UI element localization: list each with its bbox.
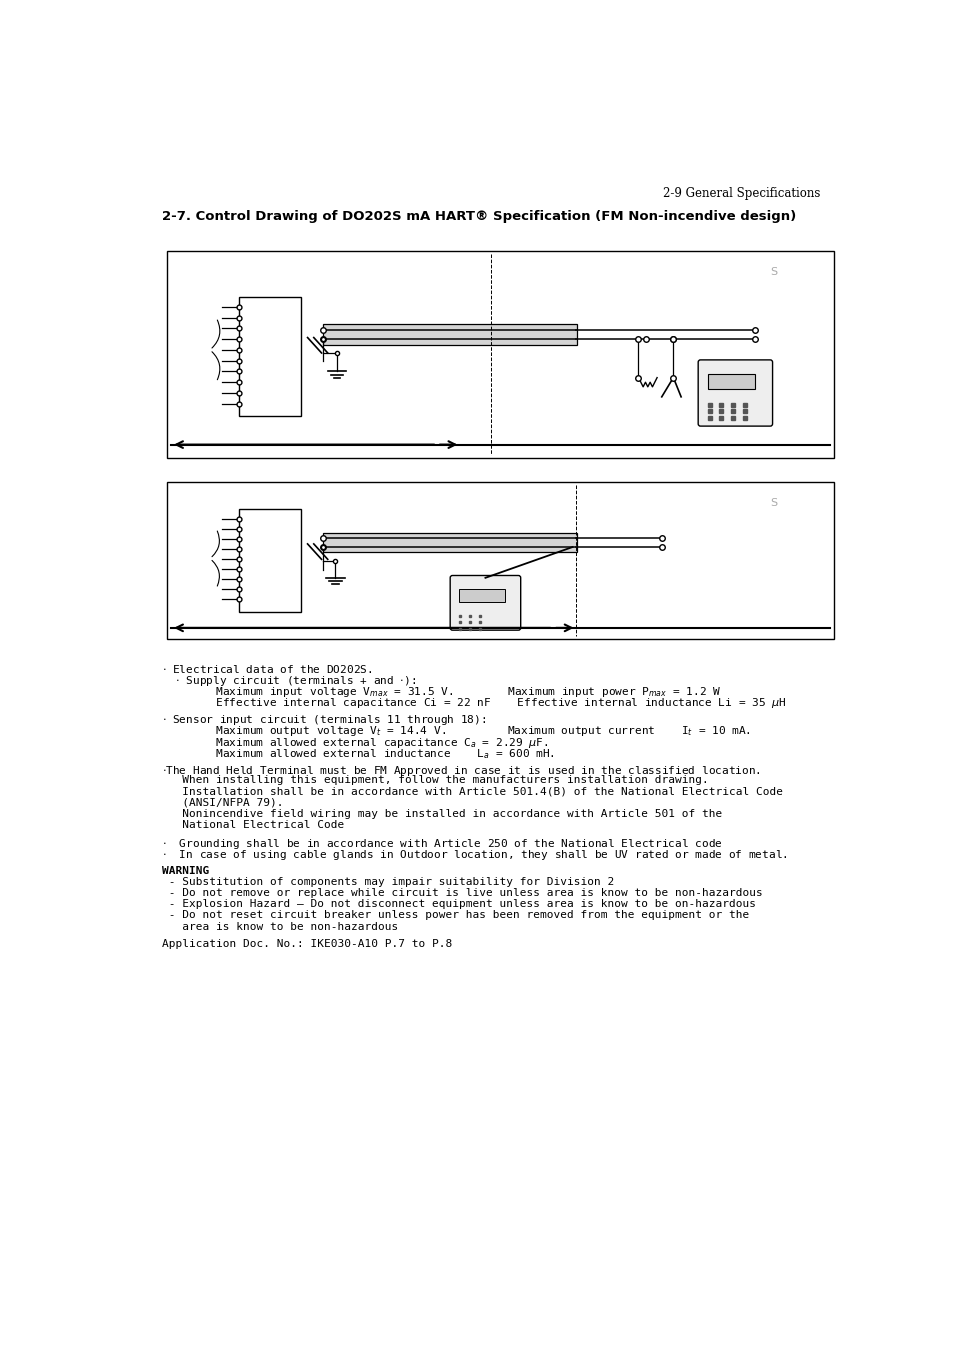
Text: Maximum input voltage V$_{max}$ = 31.5 V.        Maximum input power P$_{max}$ =: Maximum input voltage V$_{max}$ = 31.5 V… xyxy=(162,684,720,699)
Bar xyxy=(707,374,754,389)
Text: When installing this equipment, follow the manufacturers installation drawing.: When installing this equipment, follow t… xyxy=(162,775,708,786)
Text: Nonincendive field wiring may be installed in accordance with Article 501 of the: Nonincendive field wiring may be install… xyxy=(162,809,721,818)
Bar xyxy=(167,251,833,459)
Text: (ANSI/NFPA 79).: (ANSI/NFPA 79). xyxy=(162,798,283,807)
Text: S: S xyxy=(769,498,777,509)
Text: Installation shall be in accordance with Article 501.4(B) of the National Electr: Installation shall be in accordance with… xyxy=(162,787,782,796)
Text: area is know to be non-hazardous: area is know to be non-hazardous xyxy=(162,922,397,931)
Text: $\cdot$ Supply circuit (terminals + and $\cdot$):: $\cdot$ Supply circuit (terminals + and … xyxy=(162,674,416,687)
Text: Maximum allowed external inductance    L$_a$ = 600 mH.: Maximum allowed external inductance L$_a… xyxy=(162,747,555,760)
Text: Effective internal capacitance Ci = 22 nF    Effective internal inductance Li = : Effective internal capacitance Ci = 22 n… xyxy=(162,697,785,710)
Text: - Do not remove or replace while circuit is live unless area is know to be non-h: - Do not remove or replace while circuit… xyxy=(162,888,761,898)
Text: - Substitution of components may impair suitability for Division 2: - Substitution of components may impair … xyxy=(162,878,614,887)
Text: $\cdot$ Electrical data of the DO202S.: $\cdot$ Electrical data of the DO202S. xyxy=(162,663,372,675)
Bar xyxy=(323,324,576,346)
Text: - Do not reset circuit breaker unless power has been removed from the equipment : - Do not reset circuit breaker unless po… xyxy=(162,910,748,921)
FancyBboxPatch shape xyxy=(450,575,520,630)
FancyBboxPatch shape xyxy=(698,360,772,427)
Text: $\cdot$  In case of using cable glands in Outdoor location, they shall be UV rat: $\cdot$ In case of using cable glands in… xyxy=(162,848,787,863)
Text: 2-9 General Specifications: 2-9 General Specifications xyxy=(662,186,820,200)
Text: $\cdot$The Hand Held Terminal must be FM Approved in case it is used in the clas: $\cdot$The Hand Held Terminal must be FM… xyxy=(162,764,760,778)
Text: Maximum output voltage V$_t$ = 14.4 V.         Maximum output current    I$_t$ =: Maximum output voltage V$_t$ = 14.4 V. M… xyxy=(162,725,750,738)
Text: Application Doc. No.: IKE030-A10 P.7 to P.8: Application Doc. No.: IKE030-A10 P.7 to … xyxy=(162,938,452,949)
Text: $\cdot$  Grounding shall be in accordance with Article 250 of the National Elect: $\cdot$ Grounding shall be in accordance… xyxy=(162,837,721,852)
Text: 2-7. Control Drawing of DO202S mA HART® Specification (FM Non-incendive design): 2-7. Control Drawing of DO202S mA HART® … xyxy=(162,209,796,223)
Bar xyxy=(167,482,833,640)
Bar xyxy=(323,533,576,552)
Bar xyxy=(239,297,301,416)
Text: National Electrical Code: National Electrical Code xyxy=(162,819,344,830)
Text: $\cdot$ Sensor input circuit (terminals 11 through 18):: $\cdot$ Sensor input circuit (terminals … xyxy=(162,713,486,728)
Text: - Explosion Hazard – Do not disconnect equipment unless area is know to be on-ha: - Explosion Hazard – Do not disconnect e… xyxy=(162,899,755,909)
Text: Maximum allowed external capacitance C$_a$ = 2.29 $\mu$F.: Maximum allowed external capacitance C$_… xyxy=(162,736,548,749)
Bar xyxy=(458,590,505,602)
Text: S: S xyxy=(769,267,777,278)
Bar xyxy=(239,509,301,613)
Text: WARNING: WARNING xyxy=(162,865,209,876)
